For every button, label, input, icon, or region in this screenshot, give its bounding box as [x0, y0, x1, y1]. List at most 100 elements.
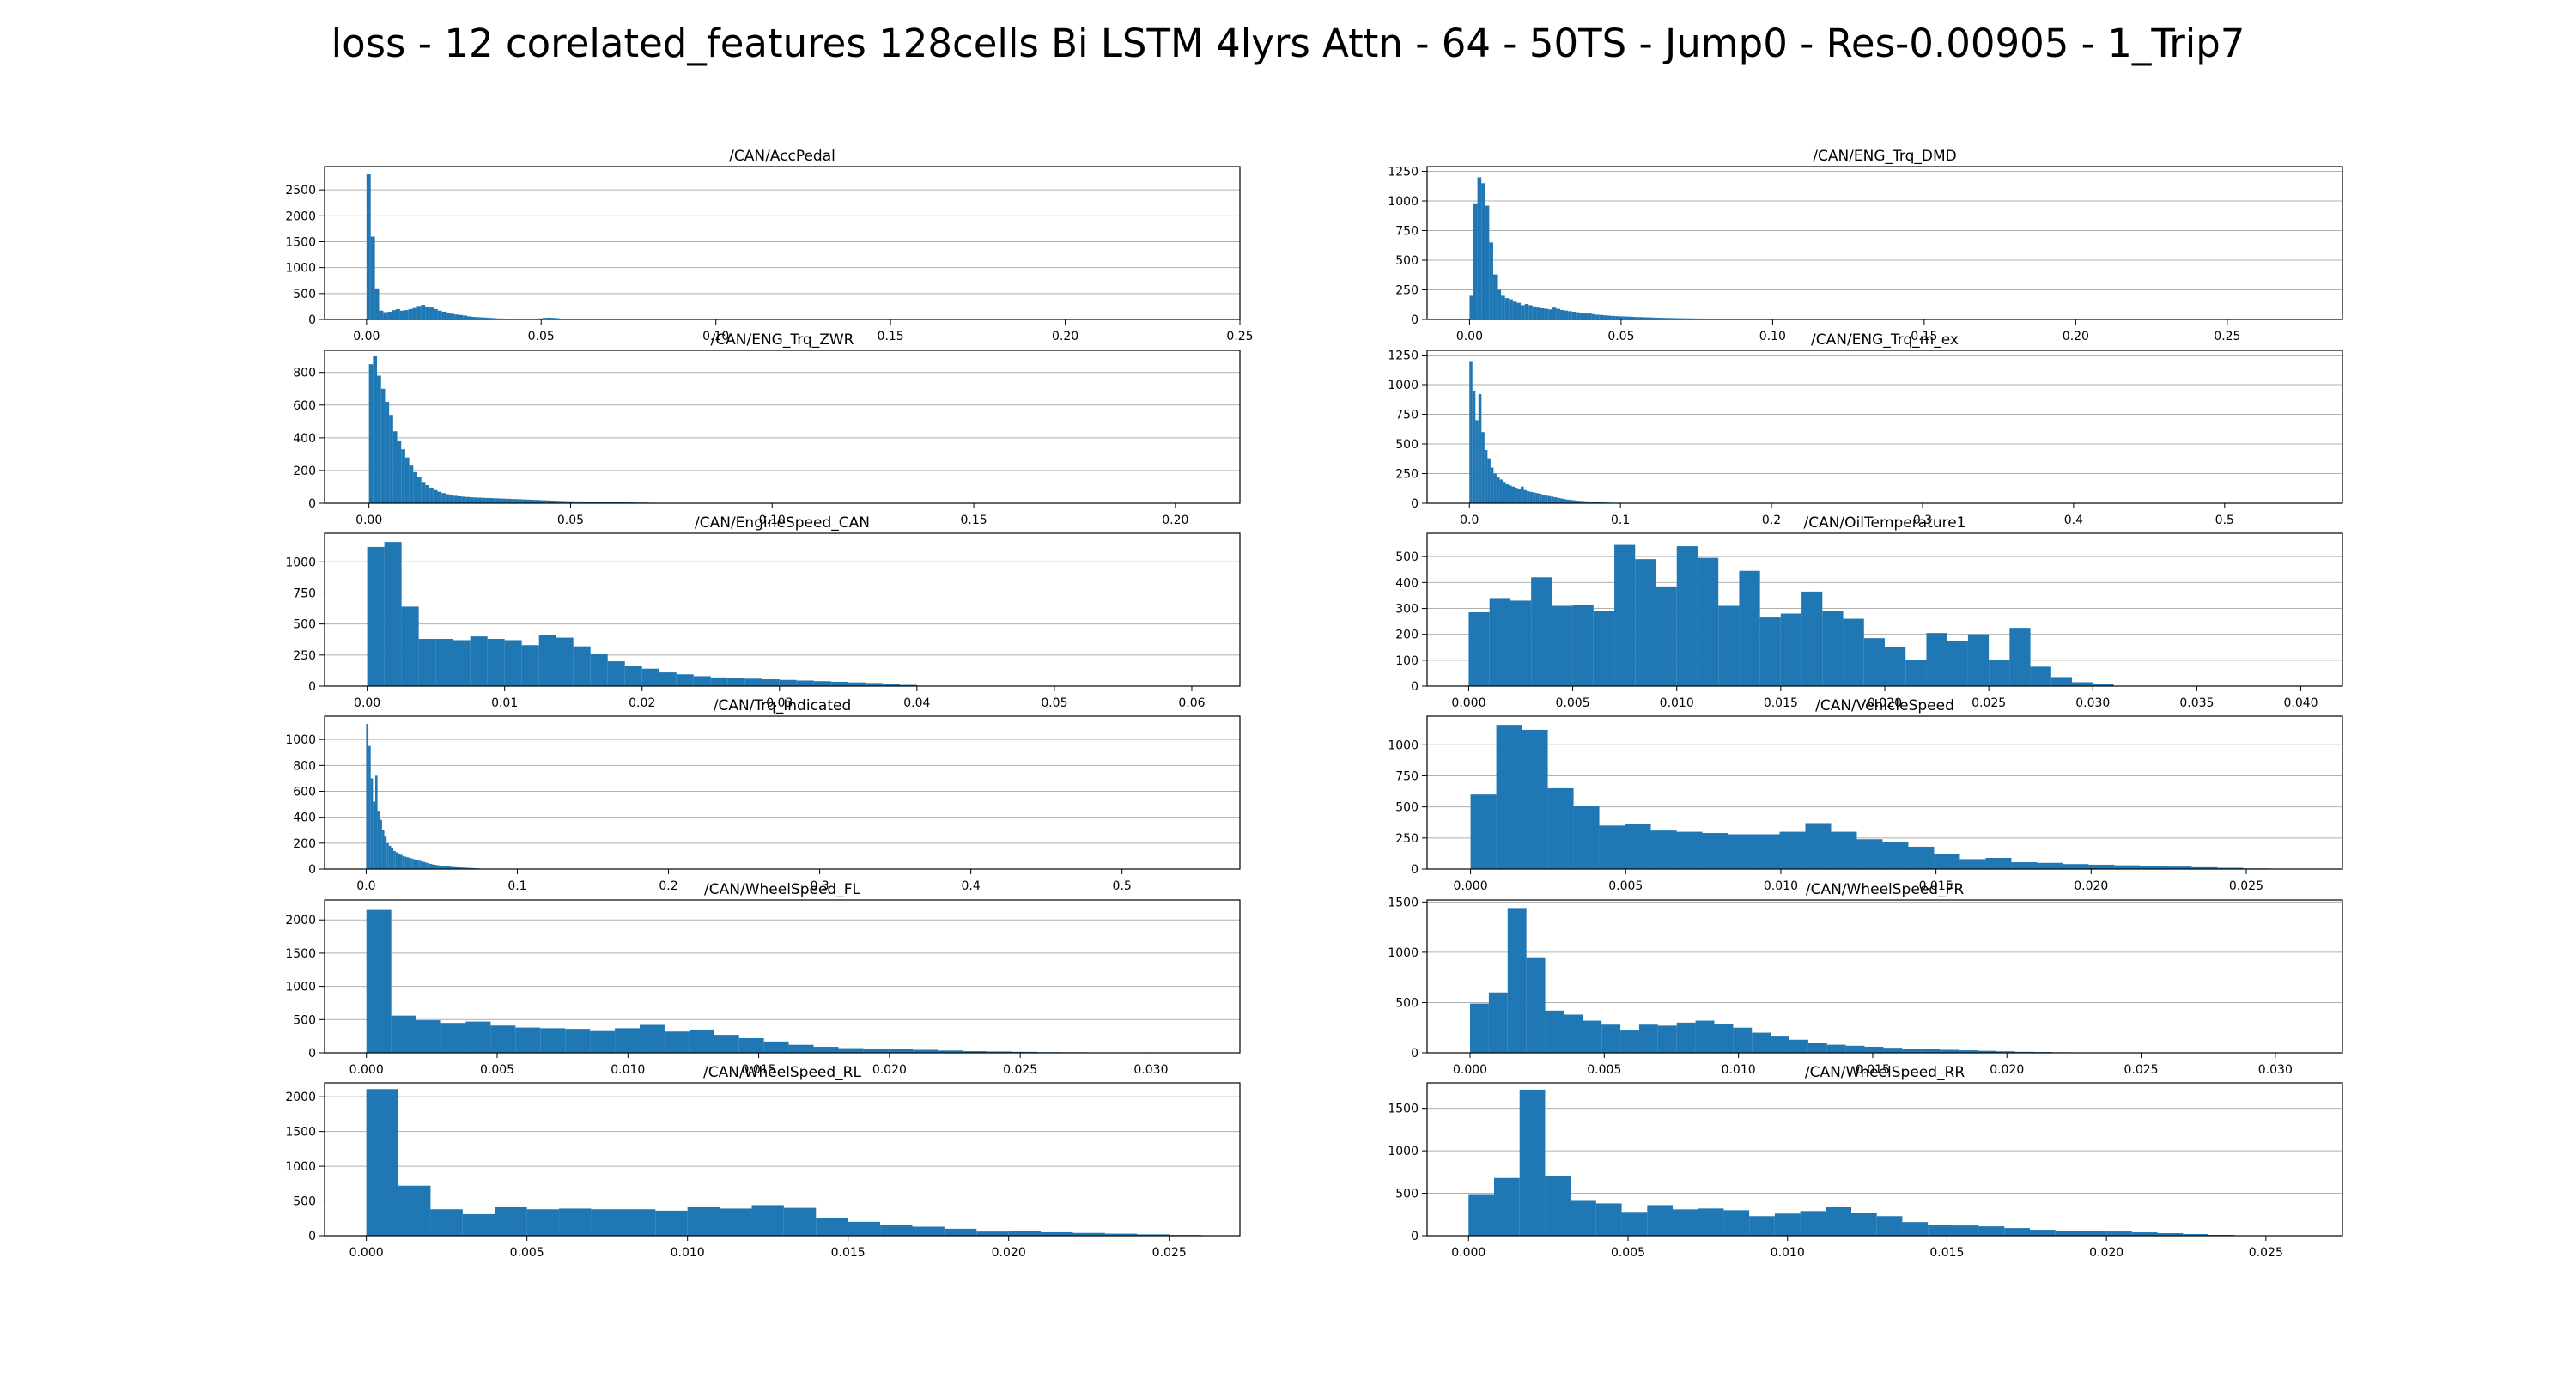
histogram-bar — [418, 639, 436, 686]
histogram-bar — [1557, 497, 1560, 503]
histogram-bar — [433, 308, 438, 319]
histogram-bar — [1531, 577, 1552, 686]
y-tick-label: 1000 — [1388, 379, 1419, 392]
histogram-bar — [546, 317, 551, 319]
histogram-bar — [462, 1213, 495, 1236]
x-tick-label: 0.000 — [1451, 696, 1485, 710]
histogram-bar — [467, 316, 471, 319]
histogram-bar — [714, 1035, 739, 1053]
panel-title: /CAN/EngineSpeed_CAN — [695, 514, 870, 532]
histogram-bar — [1492, 274, 1498, 319]
histogram-bar — [1478, 394, 1482, 503]
x-tick-label: 0.010 — [671, 1246, 705, 1260]
histogram-bar — [1676, 546, 1698, 686]
histogram-bar — [441, 493, 446, 503]
histogram-bar — [1831, 831, 1857, 869]
histogram-bar — [534, 500, 538, 503]
y-tick-label: 1500 — [1388, 1103, 1419, 1116]
histogram-bar — [366, 174, 371, 319]
histogram-bar — [429, 307, 434, 319]
histogram-bar — [1577, 501, 1582, 503]
histogram-bar — [2011, 862, 2038, 869]
y-tick-label: 500 — [293, 288, 316, 301]
y-tick-label: 1000 — [285, 733, 316, 747]
x-tick-label: 0.005 — [1608, 879, 1643, 893]
histogram-bar — [409, 465, 414, 503]
histogram-bar — [391, 1015, 416, 1053]
histogram-bar — [1928, 1225, 1953, 1236]
histogram-bar — [1524, 304, 1529, 319]
histogram-bar — [1676, 831, 1703, 869]
histogram-bar — [495, 1207, 527, 1236]
histogram-bar — [373, 801, 375, 869]
histogram-bar — [2072, 682, 2093, 686]
x-tick-label: 0.020 — [1868, 696, 1902, 710]
histogram-bar — [1635, 317, 1639, 319]
histogram-bar — [1978, 1226, 2005, 1236]
histogram-bar — [1643, 317, 1647, 319]
histogram-bar — [497, 498, 502, 503]
histogram-bar — [425, 306, 430, 319]
histogram-bar — [816, 1217, 848, 1236]
y-tick-label: 0 — [1411, 1230, 1419, 1243]
histogram-bar — [1527, 491, 1530, 503]
histogram-bar — [1826, 1044, 1846, 1053]
histogram-bar — [463, 315, 468, 319]
histogram-bar — [1985, 857, 2012, 869]
histogram-bar — [788, 1044, 814, 1053]
x-tick-label: 0.1 — [507, 879, 526, 893]
histogram-bar — [1749, 1216, 1775, 1236]
histogram-bar — [1541, 495, 1546, 503]
histogram-bar — [689, 1029, 714, 1053]
x-tick-label: 0.040 — [2283, 696, 2318, 710]
histogram-bar — [413, 859, 416, 869]
histogram-bar — [1851, 1213, 1877, 1236]
x-tick-label: 0.020 — [872, 1063, 907, 1077]
histogram-panel-1: 0 500 1000 1500 2000 2500 0.00 0.05 0.10 0.15 0.20… — [285, 148, 1253, 344]
histogram-bar — [912, 1226, 945, 1236]
histogram-bar — [416, 860, 419, 869]
histogram-bar — [501, 498, 507, 503]
histogram-bar — [2217, 867, 2244, 869]
histogram-bar — [655, 1210, 688, 1236]
histogram-bar — [1739, 570, 1760, 686]
x-tick-label: 0.05 — [1041, 696, 1067, 710]
axes-frame — [324, 715, 1241, 870]
histogram-bar — [377, 375, 381, 503]
histogram-bar — [1552, 307, 1557, 319]
x-tick-label: 0.00 — [354, 696, 380, 710]
histogram-bar — [1475, 420, 1479, 503]
y-tick-label: 0 — [308, 680, 316, 694]
histogram-bar — [401, 606, 419, 686]
histogram-bar — [400, 854, 403, 869]
histogram-bar — [550, 500, 555, 503]
histogram-bar — [1856, 839, 1883, 869]
histogram-bar — [1468, 1194, 1494, 1236]
x-tick-label: 0.005 — [1611, 1246, 1645, 1260]
histogram-bar — [554, 501, 559, 503]
histogram-bar — [899, 684, 917, 686]
histogram-bar — [1496, 477, 1500, 503]
histogram-bar — [1650, 830, 1677, 869]
histogram-bar — [1902, 1049, 1922, 1053]
histogram-bar — [1595, 1203, 1622, 1236]
histogram-bar — [370, 778, 374, 869]
histogram-bar — [1801, 591, 1823, 686]
histogram-panel-11: 0 500 1000 1500 2000 0.000 0.005 0.010 0.015 0.02… — [285, 1064, 1241, 1260]
histogram-bar — [393, 850, 396, 869]
histogram-bar — [1805, 823, 1832, 869]
y-tick-label: 500 — [1395, 254, 1419, 268]
histogram-bar — [483, 317, 489, 319]
histogram-bar — [1508, 485, 1512, 503]
histogram-bar — [1535, 493, 1540, 503]
y-tick-label: 500 — [293, 1195, 316, 1209]
histogram-bar — [1511, 486, 1516, 503]
histogram-bar — [1485, 205, 1490, 319]
y-tick-label: 1250 — [1388, 350, 1419, 363]
y-tick-label: 750 — [1395, 409, 1419, 423]
panel-title: /CAN/WheelSpeed_FL — [704, 881, 860, 898]
y-tick-label: 1000 — [1388, 195, 1419, 209]
histogram-bar — [1666, 318, 1671, 319]
x-tick-label: 0.06 — [1178, 696, 1205, 710]
histogram-bar — [1568, 311, 1572, 319]
